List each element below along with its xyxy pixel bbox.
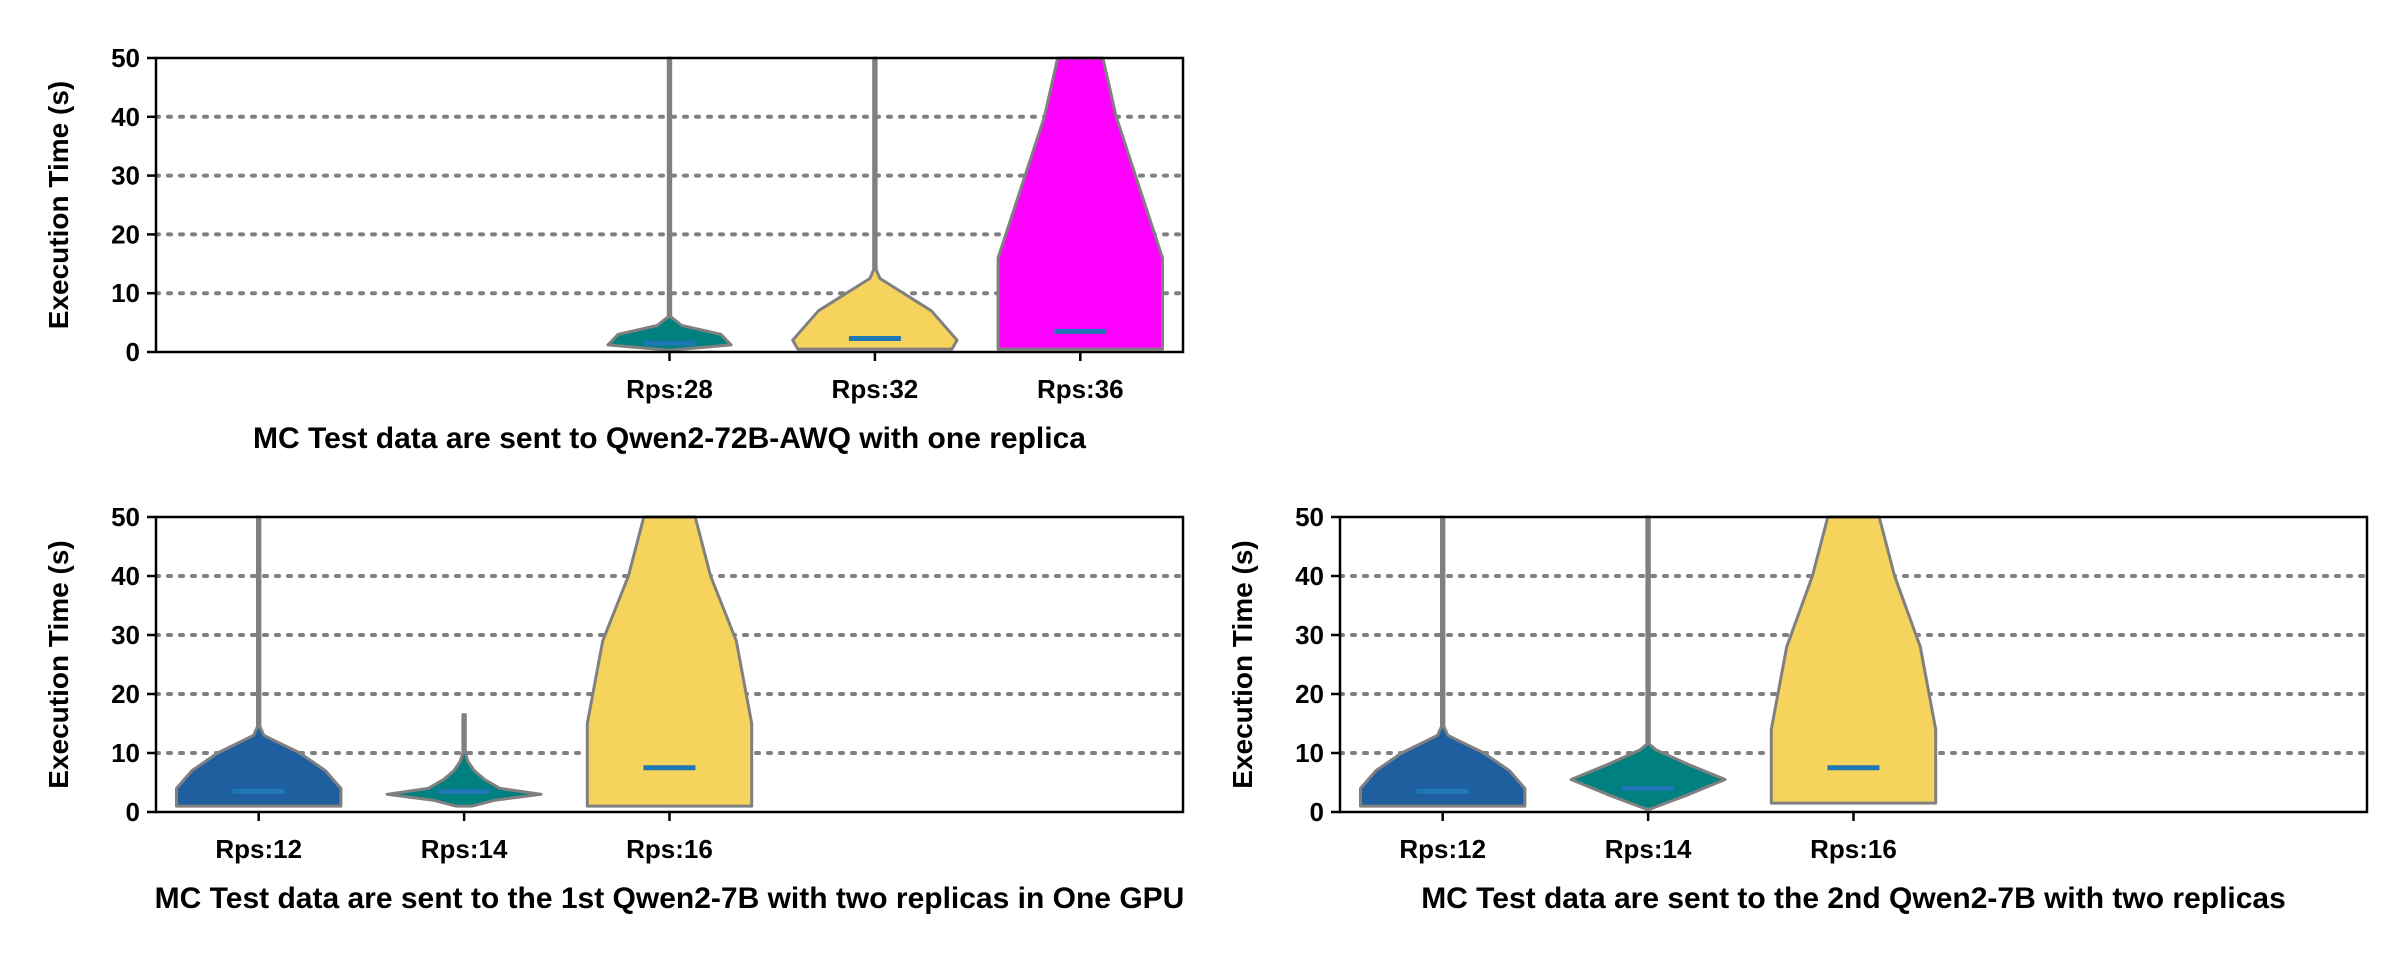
x-tick-label: Rps:28 <box>626 374 713 404</box>
panel-title: MC Test data are sent to the 2nd Qwen2-7… <box>1421 882 2286 915</box>
y-tick-label: 30 <box>1295 620 1324 650</box>
y-tick-label: 20 <box>111 219 140 249</box>
x-tick-label: Rps:14 <box>421 834 508 864</box>
violin-rps-32 <box>791 56 959 351</box>
y-tick-label: 30 <box>111 620 140 650</box>
violin-rps-16 <box>1769 515 1938 805</box>
y-tick-label: 20 <box>1295 679 1324 709</box>
x-tick-label: Rps:14 <box>1605 834 1692 864</box>
y-tick-label: 20 <box>111 679 140 709</box>
violin-rps-14 <box>1569 515 1727 811</box>
violin-rps-16 <box>585 515 754 808</box>
chart-panel-3: 0 10 20 30 40 50 Rps:12 Rps:14 Rps:16 Execution T… <box>1227 502 2369 915</box>
violin-rps-12 <box>1359 515 1527 808</box>
y-tick-label: 40 <box>111 561 140 591</box>
y-tick-label: 0 <box>126 337 140 367</box>
y-tick-label: 50 <box>111 43 140 73</box>
y-tick-label: 0 <box>126 797 140 827</box>
y-tick-label: 50 <box>1295 502 1324 532</box>
violin-rps-36 <box>996 56 1164 351</box>
y-tick-label: 40 <box>111 102 140 132</box>
panel-title: MC Test data are sent to the 1st Qwen2-7… <box>155 882 1185 915</box>
y-tick-label: 50 <box>111 502 140 532</box>
x-tick-label: Rps:32 <box>832 374 919 404</box>
violin-rps-28 <box>606 56 733 352</box>
y-tick-label: 10 <box>111 738 140 768</box>
x-tick-label: Rps:12 <box>215 834 302 864</box>
x-tick-label: Rps:16 <box>1810 834 1897 864</box>
y-tick-label: 40 <box>1295 561 1324 591</box>
y-axis-label: Execution Time (s) <box>1227 540 1258 788</box>
chart-panel-2: 0 10 20 30 40 50 Rps:12 Rps:14 Rps:16 Execution T… <box>43 502 1185 915</box>
panel-title: MC Test data are sent to Qwen2-72B-AWQ w… <box>253 422 1086 455</box>
y-tick-label: 30 <box>111 161 140 191</box>
y-axis-label: Execution Time (s) <box>43 81 74 329</box>
y-axis-label: Execution Time (s) <box>43 540 74 788</box>
x-tick-label: Rps:12 <box>1399 834 1486 864</box>
violin-rps-14 <box>385 713 543 808</box>
y-tick-label: 10 <box>111 278 140 308</box>
x-tick-label: Rps:16 <box>626 834 713 864</box>
y-tick-label: 0 <box>1310 797 1324 827</box>
violin-rps-12 <box>175 515 343 808</box>
chart-panel-1: 0 10 20 30 40 50 Rps:28 Rps:32 Rps:36 Execution T… <box>43 43 1185 455</box>
x-tick-label: Rps:36 <box>1037 374 1124 404</box>
y-tick-label: 10 <box>1295 738 1324 768</box>
